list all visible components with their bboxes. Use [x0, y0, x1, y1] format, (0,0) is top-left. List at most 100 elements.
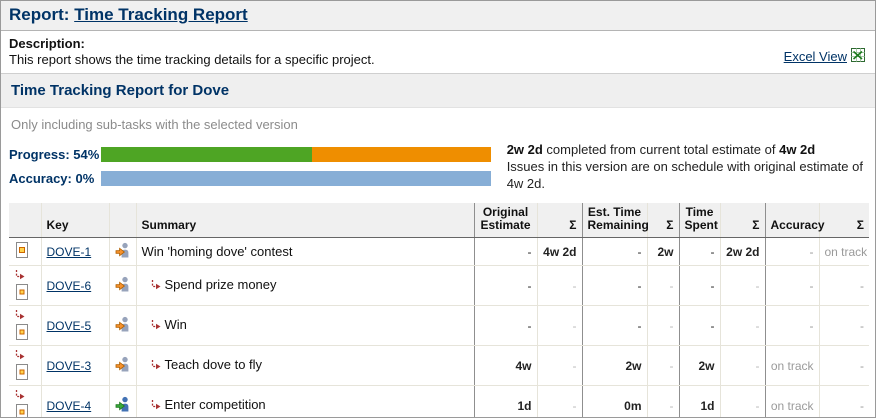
issue-summary-cell: Spend prize money: [135, 265, 474, 307]
issue-type-subtask-icon: [14, 364, 30, 383]
progress-area: Progress: 54% Accuracy: 0% 2w 2d complete…: [1, 132, 875, 201]
cell-time-spent-sigma: -: [719, 345, 765, 387]
table-row: DOVE-4 Enter competition 1d -0m -1d - on track…: [9, 385, 869, 417]
progress-summary-line2: Issues in this version are on schedule w…: [506, 158, 863, 191]
status-cell: [108, 265, 136, 307]
subtask-arrow-icon: [14, 349, 25, 364]
cell-accuracy: -: [764, 237, 819, 267]
cell-est-time-remaining-sigma: -: [646, 305, 679, 347]
status-open-icon: [115, 396, 131, 415]
cell-est-time-remaining-sigma: 2w: [646, 237, 679, 267]
column-header-est-time-remaining: Est. Time Remaining: [581, 202, 649, 239]
cell-original-estimate: 4w: [473, 345, 537, 387]
excel-view-container: Excel View: [784, 47, 866, 66]
issue-type-cell: [9, 237, 41, 267]
issue-type-cell: [9, 345, 41, 387]
status-cell: [108, 305, 136, 347]
cell-est-time-remaining: -: [581, 237, 647, 267]
column-header-status: [108, 202, 136, 239]
cell-est-time-remaining-sigma: -: [646, 385, 679, 417]
column-header-est-time-remaining-sigma: Σ: [646, 202, 679, 239]
progress-label: Progress: 54%: [9, 147, 100, 162]
cell-est-time-remaining: 2w: [581, 345, 647, 387]
cell-time-spent-sigma: -: [719, 385, 765, 417]
section-title: Time Tracking Report for Dove: [1, 74, 875, 108]
status-cell: [108, 385, 136, 417]
issue-key-link[interactable]: DOVE-5: [46, 318, 92, 333]
issue-key-cell: DOVE-1: [40, 237, 109, 267]
cell-time-spent: -: [678, 265, 720, 307]
accuracy-row: Accuracy: 0%: [9, 171, 507, 186]
subtask-arrow-icon: [150, 399, 161, 414]
cell-original-estimate: -: [473, 305, 537, 347]
cell-time-spent-sigma: -: [719, 265, 765, 307]
issue-key-cell: DOVE-4: [40, 385, 109, 417]
progress-segment-1: [311, 147, 491, 162]
status-in-progress-icon: [115, 316, 131, 335]
version-filter-note: Only including sub-tasks with the select…: [11, 117, 298, 132]
cell-est-time-remaining-sigma: -: [646, 345, 679, 387]
issue-key-cell: DOVE-5: [40, 305, 109, 347]
column-header-accuracy: Accuracy: [764, 202, 825, 239]
excel-view-link[interactable]: Excel View: [783, 49, 847, 64]
cell-original-estimate-sigma: 4w 2d: [536, 237, 582, 267]
column-header-time-spent: Time Spent: [678, 202, 720, 239]
issue-type-subtask-icon: [14, 404, 30, 417]
subtask-arrow-icon: [14, 309, 25, 324]
issue-key-link[interactable]: DOVE-3: [46, 358, 92, 373]
issue-type-subtask-icon: [14, 284, 30, 303]
cell-original-estimate: 1d: [473, 385, 537, 417]
issue-summary-text: Enter competition: [164, 397, 266, 413]
table-row: DOVE-5 Win - - - - - - - -: [9, 305, 869, 347]
cell-accuracy: -: [764, 265, 819, 307]
report-title-bar: Report: Time Tracking Report: [1, 1, 875, 31]
column-header-time-spent-sigma: Σ: [719, 202, 765, 239]
status-in-progress-icon: [115, 242, 131, 261]
accuracy-bar: [101, 171, 491, 186]
column-header-accuracy-sigma: Σ: [818, 202, 869, 239]
status-in-progress-icon: [115, 276, 131, 295]
issue-summary-cell: Enter competition: [135, 385, 474, 417]
cell-accuracy-sigma: -: [818, 305, 869, 347]
issue-summary-text: Teach dove to fly: [164, 357, 263, 373]
issue-type-cell: [9, 385, 41, 417]
cell-time-spent-sigma: -: [719, 305, 765, 347]
issue-summary-cell: Win: [135, 305, 474, 347]
cell-time-spent: -: [678, 237, 720, 267]
issue-summary-text: Win: [164, 317, 187, 333]
description-label: Description:: [9, 36, 85, 51]
excel-icon[interactable]: [850, 47, 866, 66]
issue-key-link[interactable]: DOVE-1: [46, 244, 92, 259]
estimate-value: 4w 2d: [779, 142, 816, 157]
cell-accuracy-sigma: on track: [818, 237, 869, 267]
issue-key-link[interactable]: DOVE-4: [46, 398, 92, 413]
column-header-summary: Summary: [135, 202, 474, 239]
table-row: DOVE-6 Spend prize money - - - - - - - -: [9, 265, 869, 307]
cell-est-time-remaining: 0m: [581, 385, 647, 417]
cell-time-spent-sigma: 2w 2d: [719, 237, 765, 267]
issue-key-link[interactable]: DOVE-6: [46, 278, 92, 293]
cell-original-estimate: -: [473, 265, 537, 307]
issue-key-cell: DOVE-6: [40, 265, 109, 307]
progress-row: Progress: 54%: [9, 147, 507, 162]
cell-accuracy-sigma: -: [818, 385, 869, 417]
progress-bars: Progress: 54% Accuracy: 0%: [9, 138, 507, 193]
status-cell: [108, 237, 136, 267]
cell-original-estimate-sigma: -: [536, 345, 582, 387]
table-row: DOVE-1 Win 'homing dove' contest -4w 2d -2w…: [9, 237, 869, 267]
issue-summary-text: Spend prize money: [164, 277, 277, 293]
issue-type-task-icon: [14, 242, 30, 261]
cell-est-time-remaining-sigma: -: [646, 265, 679, 307]
completed-value: 2w 2d: [506, 142, 543, 157]
accuracy-segment-0: [101, 171, 491, 186]
progress-segment-0: [101, 147, 312, 162]
report-type-link[interactable]: Time Tracking Report: [74, 5, 248, 24]
description-section: Description: This report shows the time …: [1, 31, 875, 74]
report-label: Report:: [9, 5, 70, 24]
progress-bar: [101, 147, 491, 162]
column-header-original-estimate: Original Estimate: [473, 202, 537, 239]
subtask-arrow-icon: [14, 389, 25, 404]
issue-type-cell: [9, 305, 41, 347]
subtask-arrow-icon: [150, 359, 161, 374]
